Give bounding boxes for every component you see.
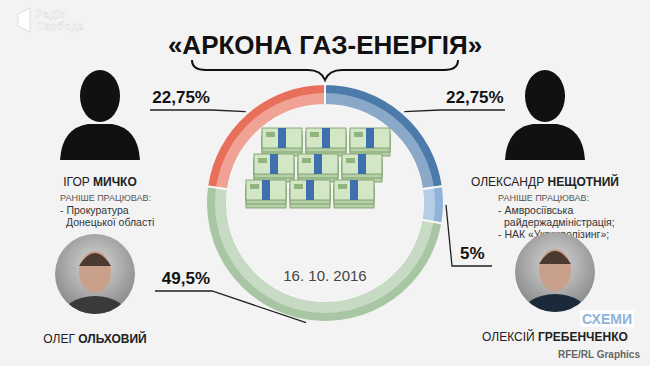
logo-icon <box>18 8 30 32</box>
person-name: ОЛЕКСАНДР НЕЩОТНИЙ <box>471 174 619 189</box>
root: РадіоСвобода «АРКОНА ГАЗ-ЕНЕРГІЯ» 16. 10. … <box>0 0 650 366</box>
money-band <box>306 180 314 200</box>
silhouette-body <box>505 124 585 160</box>
person-figure <box>60 70 140 160</box>
money-print <box>258 158 267 163</box>
money-bill <box>298 154 338 174</box>
logo-text: Свобода <box>36 20 85 32</box>
career-line: Донецької області <box>66 216 154 228</box>
leader-line <box>404 110 505 112</box>
money-bill <box>290 180 330 200</box>
name-first: ОЛЕГ <box>43 332 78 346</box>
person-figure <box>505 70 585 160</box>
chart: РадіоСвобода «АРКОНА ГАЗ-ЕНЕРГІЯ» 16. 10. … <box>0 0 650 366</box>
data-label: 49,5% <box>162 269 210 288</box>
money <box>246 128 390 208</box>
name-last: ГРЕБЕНЧЕНКО <box>538 330 628 344</box>
person-name: ОЛЕГ ОЛЬХОВИЙ <box>43 331 146 346</box>
data-label: 22,75% <box>152 88 210 107</box>
money-print <box>302 158 311 163</box>
leader-line <box>150 110 246 112</box>
career-line: - Амвросіївська <box>498 204 573 216</box>
silhouette-head <box>525 70 565 122</box>
money-print <box>310 132 319 137</box>
money-bill <box>262 128 302 148</box>
title-brace <box>192 60 458 80</box>
money-bill <box>342 154 382 174</box>
donut <box>206 84 444 322</box>
name-first: ОЛЕКСІЙ <box>482 329 538 344</box>
background <box>0 0 650 366</box>
money-bill <box>334 180 374 200</box>
silhouette-body <box>60 124 140 160</box>
logo: РадіоСвобода <box>18 8 85 32</box>
leader-line <box>446 205 492 266</box>
money-print <box>338 184 347 189</box>
money-band <box>350 180 358 200</box>
photo-face <box>79 251 111 293</box>
name-last: НЕЩОТНИЙ <box>548 174 619 189</box>
career-label: РАНІШЕ ПРАЦЮВАВ: <box>60 193 151 203</box>
money-band <box>314 154 322 174</box>
name-last: МИЧКО <box>93 175 137 189</box>
money-band <box>366 128 374 148</box>
money-bill <box>254 154 294 174</box>
leader-line <box>155 291 306 323</box>
career-label: РАНІШЕ ПРАЦЮВАВ: <box>498 193 589 203</box>
money-band <box>270 154 278 174</box>
photo-hair <box>539 251 571 264</box>
person-name: ОЛЕКСІЙ ГРЕБЕНЧЕНКО <box>482 329 628 344</box>
data-label: 22,75% <box>446 88 504 107</box>
money-band <box>262 180 270 200</box>
date: 16. 10. 2016 <box>283 267 366 284</box>
money-print <box>354 132 363 137</box>
money-print <box>250 184 259 189</box>
money-print <box>294 184 303 189</box>
money-bill <box>350 128 390 148</box>
career-line: - Прокуратура <box>60 204 129 216</box>
name-first: ОЛЕКСАНДР <box>471 175 547 189</box>
money-band <box>322 128 330 148</box>
logo-text: Радіо <box>36 8 66 20</box>
photo-hair <box>79 253 111 266</box>
photo <box>61 251 129 340</box>
money-print <box>266 132 275 137</box>
photo <box>521 249 589 338</box>
photo-face <box>539 249 571 291</box>
program-logo: СХЕМИ <box>582 311 632 327</box>
title: «АРКОНА ГАЗ-ЕНЕРГІЯ» <box>168 30 482 60</box>
program-logo-bg <box>580 310 634 327</box>
money-bill <box>246 180 286 200</box>
name-first: ІГОР <box>63 175 93 189</box>
person-name: ІГОР МИЧКО <box>63 175 137 189</box>
name-last: ОЛЬХОВИЙ <box>78 331 146 346</box>
source: RFE/RL Graphics <box>558 349 640 360</box>
person-figure <box>55 234 135 340</box>
career-line: райдержадміністрація; <box>504 216 615 228</box>
money-bill <box>306 128 346 148</box>
money-band <box>358 154 366 174</box>
silhouette-head <box>80 70 120 122</box>
donut-inner-band <box>221 99 429 307</box>
data-label: 5% <box>460 244 485 263</box>
money-print <box>346 158 355 163</box>
money-band <box>278 128 286 148</box>
